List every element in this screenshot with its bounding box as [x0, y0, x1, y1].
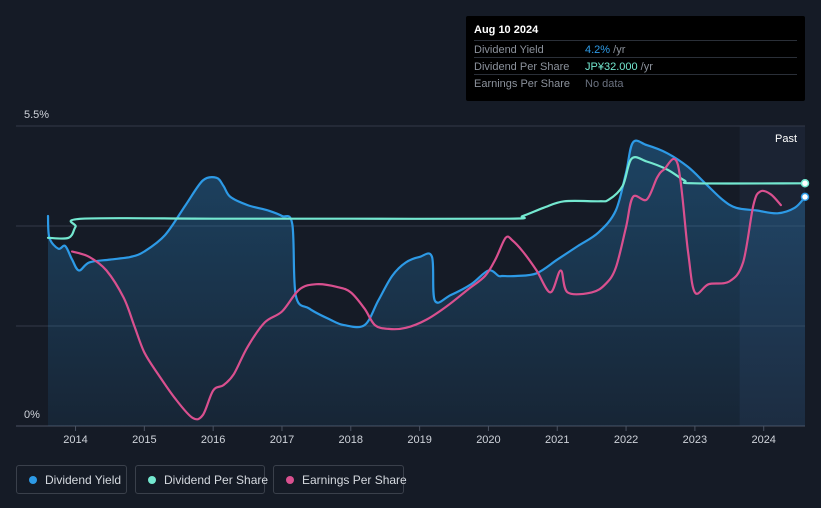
tooltip-label: Earnings Per Share [474, 78, 570, 90]
x-tick-label: 2020 [476, 434, 500, 446]
x-tick-label: 2021 [545, 434, 569, 446]
tooltip-label: Dividend Yield [474, 44, 544, 56]
x-tick-label: 2024 [751, 434, 775, 446]
x-tick-label: 2022 [614, 434, 638, 446]
dividend-per-share-end-marker [800, 179, 810, 188]
x-tick-label: 2018 [339, 434, 363, 446]
tooltip-value: No data [585, 78, 624, 90]
dividend-per-share-line [46, 156, 807, 240]
x-tick-label: 2019 [407, 434, 431, 446]
tooltip-row-dividend-yield: Dividend Yield 4.2% /yr [474, 40, 797, 58]
x-tick-label: 2017 [270, 434, 294, 446]
legend-label: Earnings Per Share [302, 473, 407, 487]
legend-item-dividend-yield[interactable]: Dividend Yield [16, 465, 127, 494]
tooltip-date: Aug 10 2024 [474, 24, 539, 36]
y-axis-min-label: 0% [24, 409, 40, 421]
tooltip: Aug 10 2024 Dividend Yield 4.2% /yr Divi… [466, 16, 805, 101]
tooltip-label: Dividend Per Share [474, 61, 570, 73]
tooltip-value: 4.2% /yr [585, 44, 626, 56]
dividend-yield-line [46, 139, 807, 329]
past-label: Past [775, 133, 797, 145]
x-tick-label: 2014 [63, 434, 87, 446]
x-tick-label: 2023 [683, 434, 707, 446]
legend-label: Dividend Yield [45, 473, 122, 487]
earnings-per-share-line [71, 157, 782, 421]
dividend-yield-end-marker [800, 192, 810, 202]
legend-item-earnings-per-share[interactable]: Earnings Per Share [273, 465, 407, 494]
tooltip-row-earnings-per-share: Earnings Per Share No data [474, 74, 797, 92]
x-tick-label: 2016 [201, 434, 225, 446]
legend-label: Dividend Per Share [164, 473, 269, 487]
x-tick-label: 2015 [132, 434, 156, 446]
y-axis-max-label: 5.5% [24, 109, 49, 121]
tooltip-row-dividend-per-share: Dividend Per Share JP¥32.000 /yr [474, 57, 797, 75]
tooltip-value: JP¥32.000 /yr [585, 61, 653, 73]
legend-dot-icon [286, 476, 294, 484]
legend-item-dividend-per-share[interactable]: Dividend Per Share [135, 465, 269, 494]
legend-dot-icon [29, 476, 37, 484]
legend-dot-icon [148, 476, 156, 484]
